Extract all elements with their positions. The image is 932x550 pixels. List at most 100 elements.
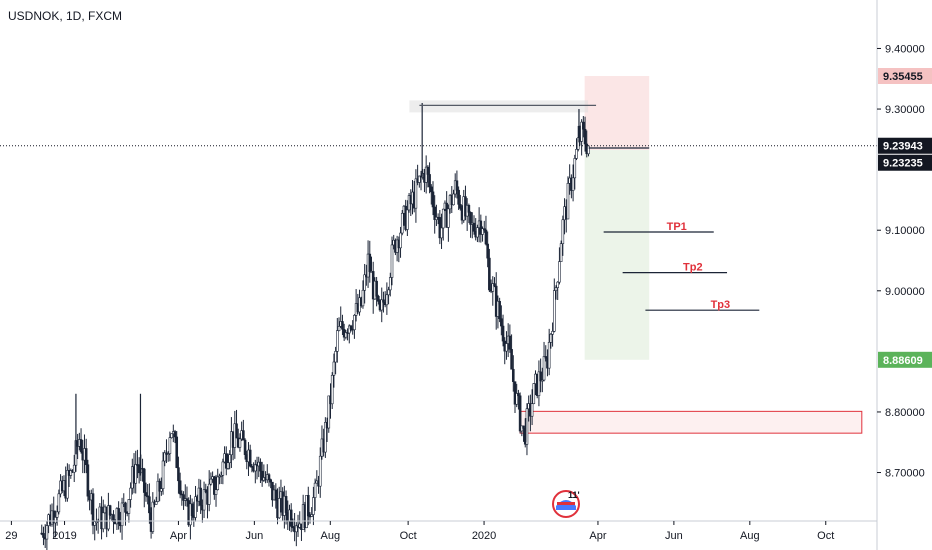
candle-body bbox=[336, 330, 339, 352]
candle-body bbox=[488, 257, 491, 291]
candle-body bbox=[219, 474, 223, 477]
candle-body bbox=[433, 206, 437, 220]
logo-text: 11' bbox=[568, 490, 580, 500]
candle-body bbox=[571, 177, 575, 191]
candle-body bbox=[361, 289, 365, 307]
candle-body bbox=[388, 277, 392, 291]
candle-body bbox=[108, 505, 112, 516]
candle-body bbox=[341, 321, 344, 330]
candle-body bbox=[190, 503, 194, 516]
candle-body bbox=[505, 343, 508, 352]
candle-body bbox=[199, 487, 202, 506]
candle-body bbox=[42, 533, 45, 538]
candle-body bbox=[129, 487, 132, 500]
candle-body bbox=[124, 502, 127, 513]
candle-body bbox=[476, 227, 479, 238]
candle-body bbox=[469, 212, 472, 225]
candle-body bbox=[274, 489, 278, 501]
current-price-badge-bg bbox=[878, 137, 932, 154]
time-tick-label: Apr bbox=[170, 530, 187, 542]
candle-body bbox=[387, 289, 390, 296]
price-tick-label: 8.80000 bbox=[885, 407, 925, 419]
time-tick-label: Aug bbox=[740, 530, 760, 542]
candle-body bbox=[178, 480, 182, 495]
candle-body bbox=[194, 496, 197, 518]
candle-body bbox=[554, 287, 558, 291]
candle-body bbox=[380, 299, 384, 311]
candle-body bbox=[447, 208, 450, 228]
target-price-badge: 8.88609 bbox=[883, 355, 923, 367]
candle-body bbox=[243, 439, 247, 455]
price-tick-label: 9.00000 bbox=[885, 286, 925, 298]
candle-body bbox=[406, 209, 409, 230]
time-tick-label: Jun bbox=[245, 530, 263, 542]
candle-body bbox=[93, 521, 97, 526]
candle-body bbox=[541, 379, 544, 382]
time-tick-label: Aug bbox=[321, 530, 341, 542]
candle-body bbox=[558, 261, 561, 283]
drawing-zones bbox=[409, 75, 863, 434]
candle-body bbox=[318, 455, 322, 487]
candle-body bbox=[517, 393, 520, 397]
candle-body bbox=[295, 525, 298, 533]
candle-body bbox=[72, 464, 76, 473]
candle-body bbox=[482, 228, 486, 231]
candle-body bbox=[250, 465, 254, 468]
candle-body bbox=[54, 517, 57, 524]
candle-body bbox=[353, 315, 356, 331]
candle-body bbox=[324, 422, 327, 453]
candle-body bbox=[327, 395, 331, 429]
candle-body bbox=[91, 493, 95, 526]
candle-body bbox=[544, 356, 548, 359]
stop-price-badge-bg bbox=[878, 67, 932, 84]
candle-body bbox=[161, 460, 165, 490]
current-price-badge: 9.23943 bbox=[883, 141, 923, 153]
take-profit-zone bbox=[584, 150, 650, 360]
candle-body bbox=[107, 505, 110, 530]
candle-body bbox=[228, 454, 231, 464]
candle-body bbox=[583, 128, 587, 145]
candle-body bbox=[269, 479, 272, 483]
candle-body bbox=[173, 431, 177, 438]
candle-body bbox=[522, 425, 525, 429]
candle-body bbox=[238, 438, 242, 448]
candle-body bbox=[112, 514, 115, 523]
candle-body bbox=[55, 511, 59, 518]
candle-body bbox=[45, 525, 49, 540]
candle-body bbox=[95, 521, 98, 524]
candle-body bbox=[86, 464, 90, 497]
candle-body bbox=[382, 299, 385, 303]
candle-body bbox=[518, 395, 522, 432]
candle-body bbox=[154, 501, 158, 505]
candle-body bbox=[235, 423, 238, 439]
candle-body bbox=[493, 283, 496, 287]
candle-body bbox=[242, 430, 245, 441]
candle-body bbox=[163, 452, 167, 462]
candle-body bbox=[313, 482, 317, 498]
candle-body bbox=[330, 374, 334, 405]
time-tick-label: Oct bbox=[817, 530, 834, 542]
stop-loss-zone bbox=[584, 75, 650, 151]
candle-body bbox=[508, 335, 512, 350]
candle-body bbox=[57, 493, 61, 513]
candle-body bbox=[467, 205, 471, 213]
candle-body bbox=[537, 371, 541, 396]
candle-body bbox=[289, 509, 293, 527]
candle-body bbox=[146, 495, 149, 498]
candle-body bbox=[202, 489, 206, 511]
candle-body bbox=[481, 228, 484, 235]
candle-body bbox=[216, 476, 220, 490]
candle-body bbox=[390, 244, 394, 278]
candle-body bbox=[334, 351, 337, 363]
candle-body bbox=[551, 331, 554, 335]
candle-body bbox=[267, 474, 271, 480]
candle-body bbox=[248, 449, 252, 467]
candle-body bbox=[498, 300, 501, 319]
support-zone[interactable] bbox=[519, 410, 863, 434]
candle-body bbox=[486, 243, 489, 259]
candle-body bbox=[69, 470, 73, 476]
drawings[interactable]: TP1 Tp2 Tp3 bbox=[0, 104, 877, 311]
candle-body bbox=[168, 437, 172, 454]
price-tick-label: 8.70000 bbox=[885, 468, 925, 480]
